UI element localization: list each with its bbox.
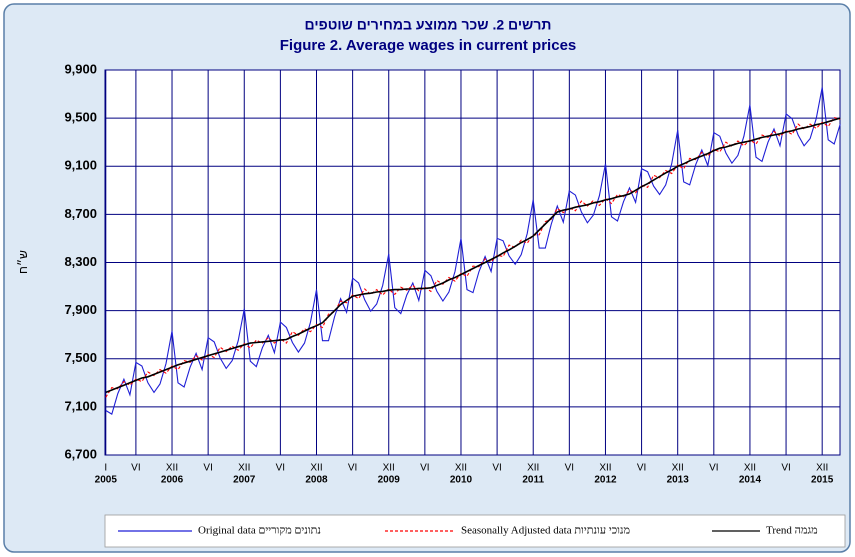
x-year-label: 2007 bbox=[233, 475, 256, 486]
x-tick-label: I bbox=[104, 463, 107, 474]
x-tick-label: XII bbox=[383, 463, 395, 474]
y-tick-label: 8,300 bbox=[64, 254, 97, 269]
legend-label: Original data נתונים מקוריים bbox=[198, 525, 321, 537]
x-tick-label: XII bbox=[672, 463, 684, 474]
y-tick-label: 7,500 bbox=[64, 350, 97, 365]
x-year-label: 2015 bbox=[811, 475, 834, 486]
y-tick-label: 7,900 bbox=[64, 302, 97, 317]
x-tick-label: VI bbox=[781, 463, 790, 474]
x-tick-label: XII bbox=[310, 463, 322, 474]
x-tick-label: VI bbox=[203, 463, 212, 474]
x-year-label: 2012 bbox=[594, 475, 617, 486]
x-tick-label: VI bbox=[637, 463, 646, 474]
y-tick-label: 7,100 bbox=[64, 398, 97, 413]
x-year-label: 2006 bbox=[161, 475, 184, 486]
y-tick-label: 8,700 bbox=[64, 206, 97, 221]
x-year-label: 2010 bbox=[450, 475, 473, 486]
x-tick-label: XII bbox=[527, 463, 539, 474]
x-tick-label: VI bbox=[709, 463, 718, 474]
x-year-label: 2005 bbox=[95, 475, 118, 486]
series-line bbox=[105, 116, 841, 398]
legend-label: Trend מגמה bbox=[766, 525, 818, 537]
x-tick-label: VI bbox=[131, 463, 140, 474]
x-year-label: 2009 bbox=[378, 475, 401, 486]
x-tick-label: VI bbox=[276, 463, 285, 474]
y-tick-label: 9,900 bbox=[64, 61, 97, 76]
x-tick-label: VI bbox=[420, 463, 429, 474]
x-year-label: 2011 bbox=[522, 475, 544, 486]
x-tick-label: XII bbox=[599, 463, 611, 474]
x-tick-label: VI bbox=[492, 463, 501, 474]
x-tick-label: VI bbox=[348, 463, 357, 474]
x-tick-label: VI bbox=[565, 463, 574, 474]
x-tick-label: XII bbox=[238, 463, 250, 474]
y-tick-label: 9,100 bbox=[64, 158, 97, 173]
x-tick-label: XII bbox=[166, 463, 178, 474]
chart-title: תרשים 2. שכר ממוצע במחירים שוטפים bbox=[305, 17, 552, 33]
x-year-label: 2014 bbox=[739, 475, 762, 486]
y-tick-label: 9,500 bbox=[64, 110, 97, 125]
y-tick-label: 6,700 bbox=[64, 446, 97, 461]
x-tick-label: XII bbox=[455, 463, 467, 474]
series-line bbox=[105, 87, 841, 415]
series-line bbox=[105, 117, 841, 394]
x-tick-label: XII bbox=[816, 463, 828, 474]
x-tick-label: XII bbox=[744, 463, 756, 474]
x-year-label: 2013 bbox=[667, 475, 690, 486]
chart-subtitle: Figure 2. Average wages in current price… bbox=[280, 37, 577, 54]
y-axis-label: ש״ח bbox=[16, 250, 30, 274]
legend-label: Seasonally Adjusted data מנוכי עונתיות bbox=[461, 525, 630, 537]
x-year-label: 2008 bbox=[305, 475, 328, 486]
